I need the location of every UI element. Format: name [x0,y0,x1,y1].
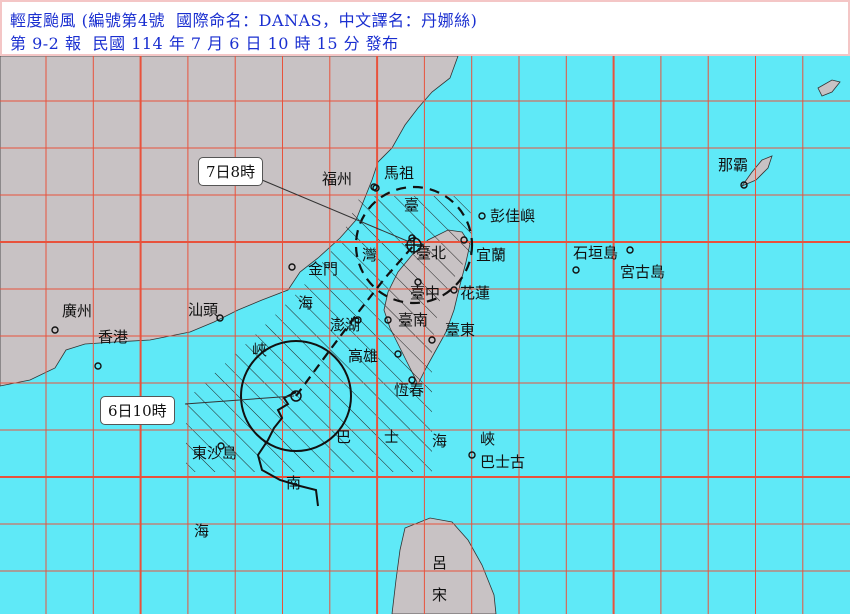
city-dot [460,236,468,244]
past-track [256,391,319,507]
place-label: 東沙島 [192,444,238,462]
sea-label: 呂 [432,554,448,572]
city-dot [478,212,486,220]
place-label: 廣州 [62,302,93,320]
place-label: 臺南 [398,311,429,329]
forecast-time-label: 7日8時 [198,157,264,186]
sea-label: 宋 [432,586,448,604]
place-label: 馬祖 [384,164,415,182]
place-label: 恆春 [394,381,425,399]
city-dot [394,350,402,358]
city-dot [370,183,378,191]
place-label: 金門 [308,260,339,278]
current-label-leader [184,395,295,405]
place-label: 花蓮 [460,284,491,302]
place-label: 那霸 [718,156,749,174]
sea-label: 南 [286,474,302,492]
sea-label: 灣 [362,246,378,264]
forecast-track [295,244,415,397]
islet [817,79,841,97]
place-label: 臺北 [416,244,447,262]
sea-label: 士 [384,428,400,446]
place-label: 宮古島 [620,263,666,281]
forecast-label-leader [261,179,413,244]
place-label: 香港 [98,328,129,346]
city-dot [354,316,362,324]
forecast-storm-radius [354,185,474,305]
place-label: 高雄 [348,347,379,365]
place-label: 臺中 [410,284,441,302]
sea-label: 峽 [252,341,268,359]
typhoon-track-map [0,56,850,614]
luzon-land [391,517,497,614]
city-dot [740,181,748,189]
city-dot [216,314,224,322]
place-label: 宜蘭 [476,246,507,264]
city-dot [384,316,392,324]
sea-label: 峽 [480,430,496,448]
place-label: 臺東 [445,321,476,339]
city-dot [414,278,422,286]
bulletin-header: 輕度颱風 (編號第4號 國際命名：DANAS，中文譯名：丹娜絲) 第 9-2 報… [0,0,850,56]
place-label: 福州 [322,170,353,188]
bulletin-issue-time: 第 9-2 報 民國 114 年 7 月 6 日 10 時 15 分 發布 [10,34,399,53]
city-dot [94,362,102,370]
city-dot [572,266,580,274]
sea-label: 海 [298,294,314,312]
city-dot [408,376,416,384]
bulletin-title: 輕度颱風 (編號第4號 國際命名：DANAS，中文譯名：丹娜絲) [10,11,478,30]
place-label: 巴士古 [480,453,526,471]
current-time-label: 6日10時 [100,396,175,425]
city-markers [51,181,748,459]
city-dot [450,286,458,294]
city-dot [468,451,476,459]
sea-label: 海 [194,522,210,540]
city-dot [408,234,416,242]
sea-label: 海 [432,432,448,450]
place-label: 汕頭 [188,301,219,319]
lat-lon-grid [0,56,850,614]
place-label: 澎湖 [330,316,361,334]
wind-radius-warning-area [186,196,472,472]
city-dot [626,246,634,254]
sea-label: 臺 [404,196,420,214]
place-label: 石垣島 [573,244,619,262]
city-dot [51,326,59,334]
city-dot [428,336,436,344]
current-storm-radius [240,340,352,452]
sea-label: 巴 [336,428,352,446]
place-label: 彭佳嶼 [490,207,536,225]
forecast-position-marker [405,236,423,254]
city-dot [217,442,225,450]
city-dot [288,263,296,271]
china-land [0,56,459,387]
